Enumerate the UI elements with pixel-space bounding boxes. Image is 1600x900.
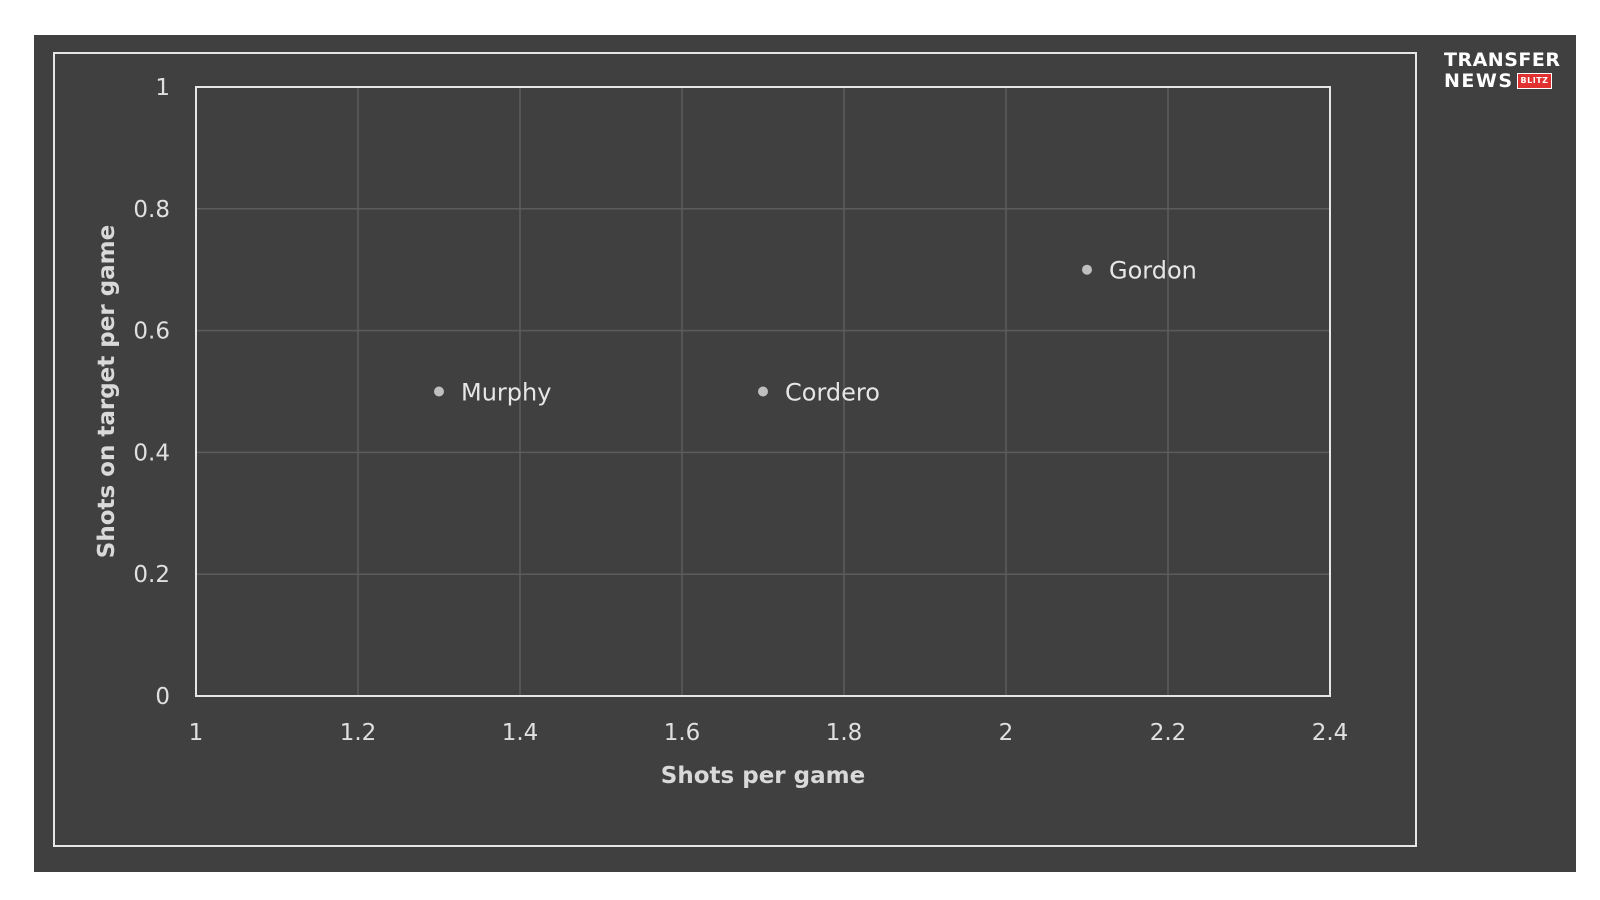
x-tick-label: 2 xyxy=(999,720,1014,746)
x-tick-label: 2.2 xyxy=(1150,720,1187,746)
plot-area-border xyxy=(195,86,1331,697)
y-tick-label: 0.4 xyxy=(133,440,170,466)
logo-badge-blitz: BLITZ xyxy=(1516,72,1553,89)
point-marker xyxy=(758,386,768,397)
y-tick-label: 0.6 xyxy=(133,319,170,345)
chart-frame xyxy=(53,52,1417,847)
x-tick-label: 1.4 xyxy=(502,720,539,746)
point-label: Gordon xyxy=(1109,257,1197,285)
x-tick-label: 1.2 xyxy=(340,720,377,746)
x-tick-labels: 1 1.2 1.4 1.6 1.8 2 2.2 2.4 xyxy=(189,720,1349,746)
y-tick-label: 0.2 xyxy=(133,562,170,588)
data-point: Gordon xyxy=(1082,257,1197,285)
y-axis-title: Shots on target per game xyxy=(94,225,120,559)
x-tick-label: 1 xyxy=(189,720,204,746)
y-tick-label: 1 xyxy=(155,75,170,101)
transfer-news-blitz-logo: TRANSFER NEWS BLITZ xyxy=(1444,50,1560,91)
logo-line-transfer: TRANSFER xyxy=(1444,49,1561,71)
chart-canvas: 0 0.2 0.4 0.6 0.8 1 1 1.2 1.4 1.6 1.8 2 2.2 2.4 Murp… xyxy=(34,35,1576,872)
data-point: Murphy xyxy=(434,379,551,407)
x-tick-label: 1.6 xyxy=(664,720,701,746)
point-marker xyxy=(1082,264,1092,275)
data-points: Murphy Cordero Gordon xyxy=(434,257,1197,407)
y-tick-label: 0 xyxy=(155,684,170,710)
x-tick-label: 1.8 xyxy=(826,720,863,746)
logo-line-news: NEWS xyxy=(1444,69,1514,92)
y-tick-label: 0.8 xyxy=(133,197,170,223)
scatter-chart: 0 0.2 0.4 0.6 0.8 1 1 1.2 1.4 1.6 1.8 2 2.2 2.4 Murp… xyxy=(94,75,1349,789)
data-point: Cordero xyxy=(758,379,880,407)
point-label: Murphy xyxy=(461,379,551,407)
point-marker xyxy=(434,386,444,397)
x-axis-title: Shots per game xyxy=(661,763,865,789)
x-tick-label: 2.4 xyxy=(1312,720,1349,746)
y-tick-labels: 0 0.2 0.4 0.6 0.8 1 xyxy=(133,75,170,710)
point-label: Cordero xyxy=(785,379,880,407)
